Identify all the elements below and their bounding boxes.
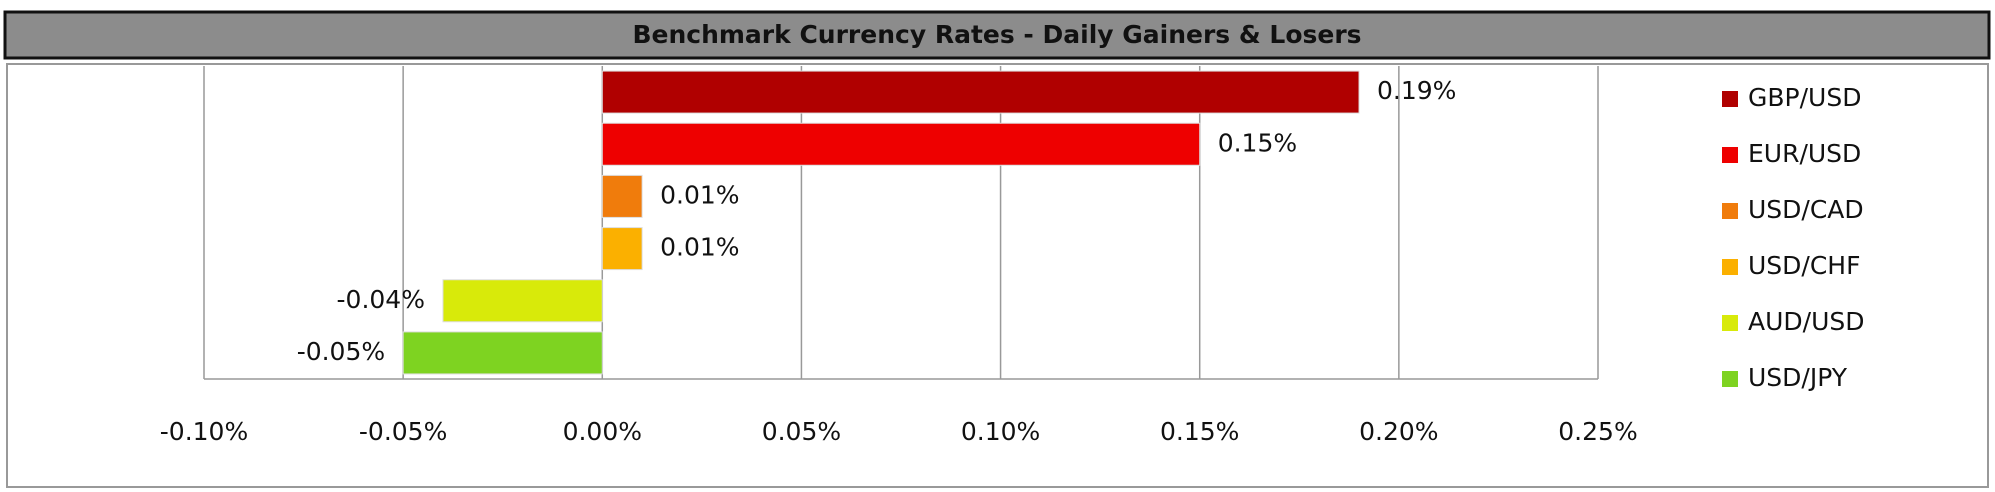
x-tick-label: 0.20% [1359, 417, 1438, 446]
legend-label: EUR/USD [1748, 139, 1861, 168]
legend-swatch [1722, 315, 1738, 331]
legend-swatch [1722, 371, 1738, 387]
legend-label: USD/CHF [1748, 251, 1860, 280]
data-label: -0.04% [337, 285, 425, 314]
legend-label: USD/JPY [1748, 363, 1848, 392]
bar [601, 122, 1201, 166]
legend-swatch [1722, 203, 1738, 219]
data-label: 0.19% [1377, 76, 1456, 105]
x-tick-label: -0.05% [359, 417, 447, 446]
legend-label: USD/CAD [1748, 195, 1864, 224]
x-tick-label: 0.00% [563, 417, 642, 446]
x-tick-label: 0.10% [961, 417, 1040, 446]
legend-label: GBP/USD [1748, 83, 1861, 112]
legend-swatch [1722, 147, 1738, 163]
x-tick-label: 0.05% [762, 417, 841, 446]
bar [442, 279, 603, 323]
bar [601, 174, 643, 218]
chart-title: Benchmark Currency Rates - Daily Gainers… [632, 20, 1361, 49]
bar [402, 331, 603, 375]
bar [601, 227, 643, 271]
legend-label: AUD/USD [1748, 307, 1865, 336]
data-label: 0.01% [660, 233, 739, 262]
data-label: 0.01% [660, 180, 739, 209]
title-bar [3, 10, 1991, 60]
bar [601, 70, 1360, 114]
x-tick-label: 0.15% [1160, 417, 1239, 446]
legend-swatch [1722, 91, 1738, 107]
data-label: -0.05% [297, 337, 385, 366]
legend-swatch [1722, 259, 1738, 275]
x-tick-label: 0.25% [1558, 417, 1637, 446]
x-tick-label: -0.10% [160, 417, 248, 446]
data-label: 0.15% [1218, 128, 1297, 157]
